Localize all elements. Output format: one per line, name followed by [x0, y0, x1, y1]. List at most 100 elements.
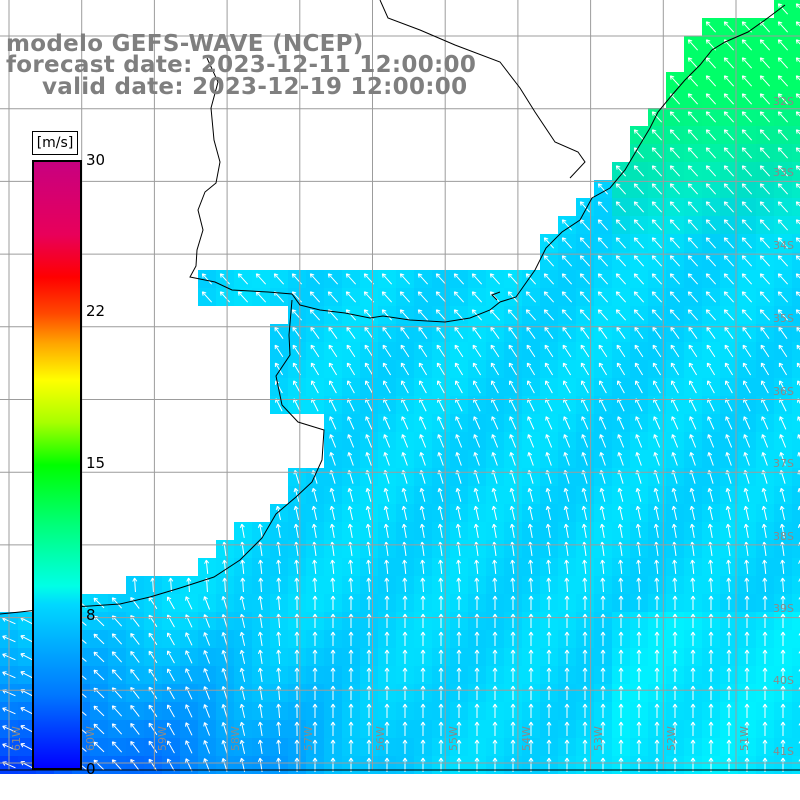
wind-arrow — [366, 613, 372, 629]
wind-arrow — [687, 57, 699, 69]
wind-arrow — [617, 487, 624, 502]
wind-arrow — [561, 273, 573, 285]
wind-arrow — [526, 344, 536, 358]
wind-arrow — [274, 362, 284, 376]
wind-arrow — [689, 523, 695, 538]
wind-cell — [792, 324, 800, 342]
lat-label: 38S — [773, 530, 794, 543]
wind-arrow — [311, 505, 318, 520]
wind-arrow — [707, 487, 714, 502]
wind-arrow — [510, 667, 516, 683]
wind-arrow — [420, 685, 426, 701]
wind-arrow — [400, 344, 410, 358]
wind-arrow — [618, 703, 624, 719]
wind-arrow — [437, 434, 445, 448]
wind-arrow — [364, 344, 374, 358]
wind-arrow — [528, 739, 534, 755]
wind-arrow — [345, 291, 357, 303]
wind-arrow — [687, 309, 699, 321]
wind-arrow — [707, 505, 714, 520]
wind-cell — [792, 612, 800, 630]
wind-arrow — [725, 487, 732, 502]
wind-arrow — [654, 595, 660, 611]
wind-arrow — [669, 201, 681, 213]
wind-cell — [792, 360, 800, 378]
wind-arrow — [185, 722, 193, 736]
wind-arrow — [438, 613, 444, 629]
wind-arrow — [726, 721, 732, 737]
wind-arrow — [166, 740, 175, 754]
wind-arrow — [400, 326, 410, 339]
wind-arrow — [762, 577, 768, 593]
wind-arrow — [687, 273, 699, 285]
wind-arrow — [203, 632, 211, 646]
wind-arrow — [615, 291, 627, 303]
wind-arrow — [472, 344, 482, 358]
wind-arrow — [491, 505, 498, 520]
wind-arrow — [759, 201, 771, 213]
wind-arrow — [635, 452, 642, 466]
wind-arrow — [545, 523, 551, 538]
wind-arrow — [93, 723, 105, 735]
wind-arrow — [276, 559, 282, 575]
wind-arrow — [759, 129, 771, 141]
wind-arrow — [438, 739, 444, 755]
wind-arrow — [725, 523, 731, 538]
wind-arrow — [365, 416, 373, 430]
wind-arrow — [526, 380, 535, 394]
wind-arrow — [508, 326, 518, 339]
wind-arrow — [310, 362, 320, 376]
wind-arrow — [402, 649, 408, 665]
wind-arrow — [600, 703, 606, 719]
wind-arrow — [327, 291, 339, 303]
lat-label: 41S — [773, 745, 794, 758]
wind-arrow — [276, 631, 282, 647]
wind-arrow — [562, 362, 572, 376]
wind-arrow — [796, 344, 800, 351]
wind-arrow — [347, 434, 355, 448]
wind-arrow — [221, 703, 228, 718]
wind-arrow — [312, 649, 318, 665]
wind-arrow — [707, 452, 714, 466]
wind-arrow — [527, 434, 535, 448]
wind-arrow — [348, 649, 354, 665]
wind-arrow — [545, 434, 553, 448]
wind-arrow — [761, 523, 767, 538]
wind-arrow — [546, 721, 552, 737]
wind-arrow — [276, 721, 282, 737]
wind-arrow — [384, 685, 390, 701]
wind-arrow — [580, 326, 590, 339]
wind-arrow — [723, 291, 735, 303]
wind-arrow — [203, 596, 211, 610]
wind-arrow — [384, 577, 390, 593]
wind-arrow — [563, 452, 570, 466]
wind-arrow — [725, 434, 733, 448]
wind-arrow — [636, 577, 642, 593]
wind-arrow — [93, 597, 105, 609]
wind-arrow — [474, 667, 480, 683]
wind-arrow — [438, 703, 444, 719]
wind-arrow — [705, 219, 717, 231]
wind-arrow — [688, 380, 697, 394]
wind-arrow — [598, 326, 608, 339]
wind-arrow — [723, 165, 735, 177]
colorbar-tick: 8 — [86, 606, 96, 624]
wind-arrow — [600, 595, 606, 611]
wind-arrow — [651, 165, 663, 177]
wind-arrow — [598, 380, 607, 394]
wind-arrow — [546, 613, 552, 629]
wind-arrow — [741, 255, 753, 267]
wind-arrow — [741, 237, 753, 249]
wind-arrow — [672, 721, 678, 737]
wind-arrow — [743, 505, 750, 520]
wind-arrow — [543, 291, 555, 303]
wind-arrow — [384, 595, 390, 611]
wind-arrow — [435, 273, 447, 285]
wind-arrow — [671, 523, 677, 538]
wind-arrow — [688, 362, 698, 376]
wind-arrow — [636, 739, 642, 755]
wind-arrow — [634, 326, 644, 339]
wind-arrow — [438, 721, 444, 737]
wind-arrow — [419, 434, 427, 448]
wind-arrow — [633, 201, 645, 213]
